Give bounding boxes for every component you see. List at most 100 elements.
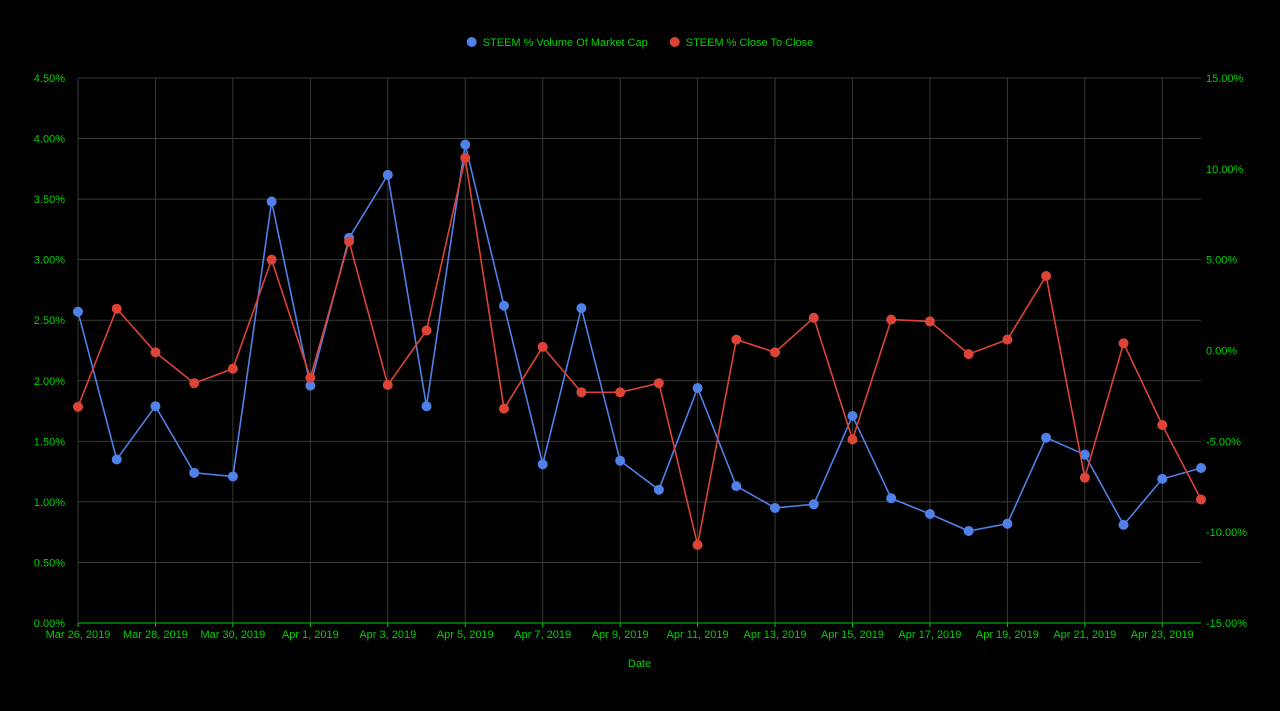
y-left-tick-label: 3.50%	[34, 194, 65, 206]
x-tick-label: Apr 17, 2019	[898, 629, 961, 641]
data-point-series-2	[653, 378, 664, 389]
legend-marker-2	[669, 37, 680, 47]
data-point-series-2	[1002, 334, 1013, 345]
data-point-series-1	[111, 454, 122, 465]
y-left-tick-label: 2.50%	[34, 315, 65, 327]
data-point-series-1	[1002, 518, 1013, 529]
x-tick-label: Apr 9, 2019	[592, 629, 649, 641]
data-point-series-1	[1157, 473, 1168, 484]
legend-label-1: STEEM % Volume Of Market Cap	[483, 37, 648, 49]
data-point-series-1	[421, 401, 432, 412]
data-point-series-2	[808, 312, 819, 323]
data-point-series-1	[886, 493, 897, 504]
x-tick-label: Apr 15, 2019	[821, 629, 884, 641]
x-tick-label: Apr 3, 2019	[359, 629, 416, 641]
y-left-tick-label: 2.00%	[34, 376, 65, 388]
x-tick-label: Apr 11, 2019	[666, 629, 728, 641]
data-point-series-2	[305, 372, 316, 383]
x-tick-label: Mar 28, 2019	[123, 629, 188, 641]
data-point-series-2	[344, 236, 355, 247]
data-point-series-2	[1196, 494, 1206, 505]
data-point-series-1	[692, 383, 703, 394]
data-point-series-1	[847, 410, 858, 421]
data-point-series-2	[266, 254, 277, 265]
x-tick-label: Apr 23, 2019	[1131, 629, 1194, 641]
data-point-series-2	[111, 303, 122, 314]
data-point-series-1	[227, 471, 238, 482]
data-point-series-2	[963, 349, 974, 360]
data-point-series-2	[1118, 338, 1129, 349]
data-point-series-2	[421, 325, 432, 336]
y-right-tick-label: 0.00%	[1206, 346, 1237, 358]
y-right-tick-label: -5.00%	[1206, 436, 1241, 448]
data-point-series-1	[963, 525, 974, 536]
series-line-1	[77, 144, 1202, 532]
y-left-tick-label: 3.00%	[34, 255, 65, 267]
y-left-tick-label: 4.00%	[34, 134, 65, 146]
data-point-series-1	[1118, 519, 1129, 530]
data-point-series-1	[770, 502, 781, 513]
data-point-series-2	[1041, 271, 1052, 282]
series-line-2	[77, 157, 1202, 546]
data-point-series-2	[847, 434, 858, 445]
data-point-series-2	[227, 363, 238, 374]
data-point-series-1	[189, 467, 200, 478]
data-point-series-1	[1196, 462, 1206, 473]
data-point-series-2	[731, 334, 742, 345]
legend-marker-1	[466, 37, 477, 47]
x-tick-label: Apr 19, 2019	[976, 629, 1039, 641]
data-point-series-2	[382, 380, 393, 391]
y-right-tick-label: 15.00%	[1206, 73, 1244, 85]
data-point-series-1	[498, 300, 509, 311]
data-point-series-1	[924, 509, 935, 519]
data-point-series-2	[73, 401, 83, 412]
data-point-series-1	[537, 459, 548, 470]
data-point-series-1	[731, 481, 742, 492]
x-tick-label: Apr 21, 2019	[1053, 629, 1116, 641]
data-point-series-2	[537, 341, 548, 352]
data-point-series-2	[150, 347, 161, 358]
data-point-series-1	[808, 499, 819, 510]
y-left-tick-label: 4.50%	[34, 73, 65, 85]
x-tick-label: Apr 5, 2019	[437, 629, 494, 641]
y-left-tick-label: 1.50%	[34, 436, 65, 448]
x-tick-label: Mar 30, 2019	[200, 629, 265, 641]
data-point-series-2	[460, 152, 471, 163]
data-point-series-1	[1041, 432, 1052, 443]
data-point-series-1	[1079, 449, 1090, 460]
data-point-series-2	[615, 387, 626, 398]
x-tick-label: Mar 26, 2019	[46, 629, 111, 641]
y-left-tick-label: 1.00%	[34, 497, 65, 509]
x-tick-label: Apr 7, 2019	[514, 629, 571, 641]
data-point-series-1	[305, 380, 316, 391]
legend-label-2: STEEM % Close To Close	[686, 37, 814, 49]
y-right-tick-label: 5.00%	[1206, 255, 1237, 267]
data-point-series-1	[266, 196, 277, 207]
data-point-series-1	[73, 306, 83, 317]
y-left-tick-label: 0.00%	[34, 618, 65, 630]
data-point-series-1	[150, 401, 161, 412]
data-point-series-2	[1079, 472, 1090, 483]
data-point-series-2	[692, 539, 703, 550]
data-point-series-1	[576, 303, 587, 314]
data-point-series-2	[924, 316, 935, 327]
x-axis-label: Date	[628, 658, 651, 670]
data-point-series-2	[576, 387, 587, 398]
y-left-tick-label: 0.50%	[34, 557, 65, 569]
data-point-series-2	[886, 314, 897, 325]
x-tick-label: Apr 1, 2019	[282, 629, 339, 641]
data-point-series-1	[653, 484, 664, 495]
data-point-series-1	[460, 139, 471, 150]
data-point-series-2	[1157, 419, 1168, 430]
y-right-tick-label: 10.00%	[1206, 164, 1244, 176]
y-right-tick-label: -10.00%	[1206, 527, 1247, 539]
data-point-series-1	[615, 455, 626, 466]
data-point-series-2	[189, 378, 200, 389]
x-tick-label: Apr 13, 2019	[744, 629, 807, 641]
y-right-tick-label: -15.00%	[1206, 618, 1247, 630]
data-point-series-2	[498, 403, 509, 414]
data-point-series-1	[382, 169, 393, 180]
data-point-series-2	[770, 347, 781, 358]
